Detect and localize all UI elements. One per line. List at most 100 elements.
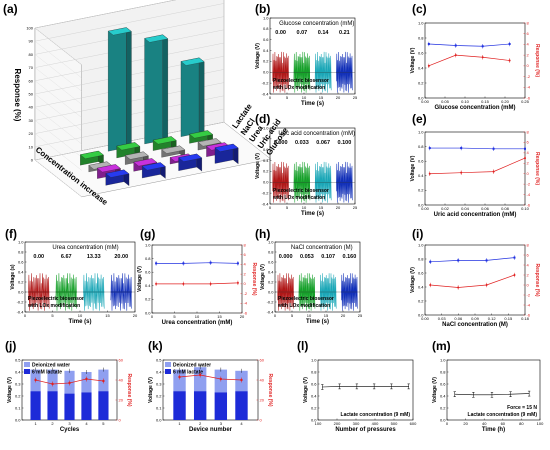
voltage-point — [155, 262, 158, 265]
bar-deionized-water — [81, 372, 92, 393]
plot-frame — [424, 131, 526, 206]
x-tick-label: 0.15 — [504, 316, 513, 321]
x-tick-label: 5 — [173, 314, 176, 319]
x-tick-label: 40 — [482, 421, 487, 426]
voltage-point — [209, 261, 212, 264]
x-tick-label: 0 — [24, 313, 27, 318]
y-axis-title: Voltage (V) — [137, 266, 143, 292]
x-tick-label: 10 — [78, 313, 83, 318]
y2-tick-label: 4 — [527, 42, 530, 47]
bar-top — [189, 130, 214, 139]
x-axis-title: Device number — [189, 427, 233, 433]
bar-deionized-water — [47, 369, 58, 392]
z-axis-title: Response (%) — [13, 69, 22, 122]
y-tick-label: 0.2 — [18, 279, 24, 284]
grid-line — [34, 80, 82, 118]
bar-glucose — [105, 169, 130, 186]
concentration-value: 20.00 — [114, 254, 128, 260]
x-tick-label: 10 — [302, 95, 307, 100]
panel-l: (l) 0.0 0.2 0.4 0.6 0.8 1.0 100 200 300 400 500 600 N… — [297, 339, 417, 433]
bar-lactate — [173, 391, 186, 420]
note-line-1: Force = 15 N — [507, 405, 537, 411]
concentration-value: 0.100 — [337, 140, 351, 146]
concentration-value: 0.033 — [295, 140, 309, 146]
y-axis-title: Voltage (V) — [255, 153, 261, 179]
concentration-value: 0.07 — [297, 30, 308, 36]
y-axis-title: Voltage (V) — [432, 377, 438, 403]
y-tick-label: 0.4 — [18, 269, 24, 274]
response-line — [179, 374, 242, 381]
bar-top — [152, 136, 177, 145]
y-tick-label: -0.2 — [262, 80, 270, 85]
voltage-line — [428, 43, 510, 47]
bar-top — [180, 57, 205, 66]
y2-tick-label: 0 — [244, 281, 247, 286]
panel-g: (g) 0.0 0.2 0.4 0.6 0.8 1.0 -6 -4 -2 0 2 4 6 8 0 5 10 15 20… — [137, 227, 257, 326]
x-axis-title: Urea concentration (mM) — [162, 320, 233, 326]
bar-top — [116, 142, 141, 151]
concentration-value: 0.00 — [275, 30, 286, 36]
plot-frame — [317, 359, 414, 421]
y2-tick-label: 2 — [527, 161, 530, 166]
x-tick-label: 5 — [286, 205, 289, 210]
x-tick-label: 100 — [315, 421, 322, 426]
x-tick-label: 1 — [178, 421, 181, 426]
y2-tick-label: -6 — [527, 202, 531, 207]
x-tick-label: 200 — [334, 421, 341, 426]
grid-line — [34, 67, 82, 105]
concentration-value: 0.160 — [342, 254, 356, 260]
y-axis-title: Voltage (s) — [10, 264, 16, 290]
bar-top — [133, 158, 158, 167]
legend-label-water: Deionized water — [173, 362, 211, 368]
plot-frame — [424, 22, 526, 99]
y2-axis-title: Response (%) — [534, 263, 540, 296]
y-tick-label: -0.4 — [262, 91, 270, 96]
y2-tick-label: 8 — [527, 20, 530, 25]
legend-swatch-water — [24, 362, 30, 367]
concentration-value: 0.053 — [300, 254, 314, 260]
concentration-value: 6.67 — [61, 254, 72, 260]
x-tick-label: 15 — [324, 313, 329, 318]
waveform-1 — [272, 161, 289, 203]
concentration-value: 13.33 — [87, 254, 101, 260]
response-point — [457, 286, 460, 289]
plot-frame — [162, 359, 259, 421]
bar-top — [107, 27, 132, 36]
y-tick-label: 1.0 — [440, 357, 446, 362]
plot-frame — [446, 359, 541, 421]
voltage-line — [430, 257, 515, 263]
legend-label-lactate: 6 mM lactate — [173, 369, 203, 375]
x-axis-title: Time (s) — [306, 319, 329, 325]
concentration-value: 0.14 — [318, 30, 330, 36]
x-tick-label: 0 — [446, 421, 449, 426]
y2-tick-label: -2 — [527, 181, 531, 186]
z-tick-label: 100 — [26, 26, 33, 31]
y2-tick-label: 40 — [119, 377, 124, 382]
x-tick-label: 25 — [358, 313, 363, 318]
z-tick-label: 90 — [29, 39, 34, 44]
y-tick-label: 0.4 — [440, 393, 446, 398]
x-tick-label: 5 — [286, 95, 289, 100]
waveform-4 — [341, 273, 358, 311]
y-tick-label: 1.0 — [418, 20, 424, 25]
y-tick-label: 0.4 — [311, 393, 317, 398]
x-tick-label: 0.08 — [501, 206, 510, 211]
waveform-2 — [298, 273, 316, 311]
y-axis-title: Voltage (V) — [410, 267, 416, 293]
x-tick-label: 4 — [85, 421, 88, 426]
waveform-2 — [293, 161, 311, 203]
panel-m: (m) 0.0 0.2 0.4 0.6 0.8 1.0 0 20 40 60 80 100 Time (h… — [432, 339, 544, 433]
legend-label-lactate: 6 mM lactate — [32, 369, 62, 375]
x-tick-label: 5 — [291, 313, 294, 318]
x-tick-label: 0.03 — [438, 316, 447, 321]
response-line — [428, 54, 510, 67]
bar-face — [180, 57, 200, 137]
y-tick-label: 1.0 — [311, 357, 317, 362]
voltage-point — [427, 43, 430, 45]
x-tick-label: 0.00 — [421, 316, 430, 321]
bar-top — [161, 145, 186, 154]
x-tick-label: 0.18 — [521, 316, 530, 321]
x-tick-label: 0.02 — [441, 206, 450, 211]
y-tick-label: 0.3 — [156, 381, 162, 386]
